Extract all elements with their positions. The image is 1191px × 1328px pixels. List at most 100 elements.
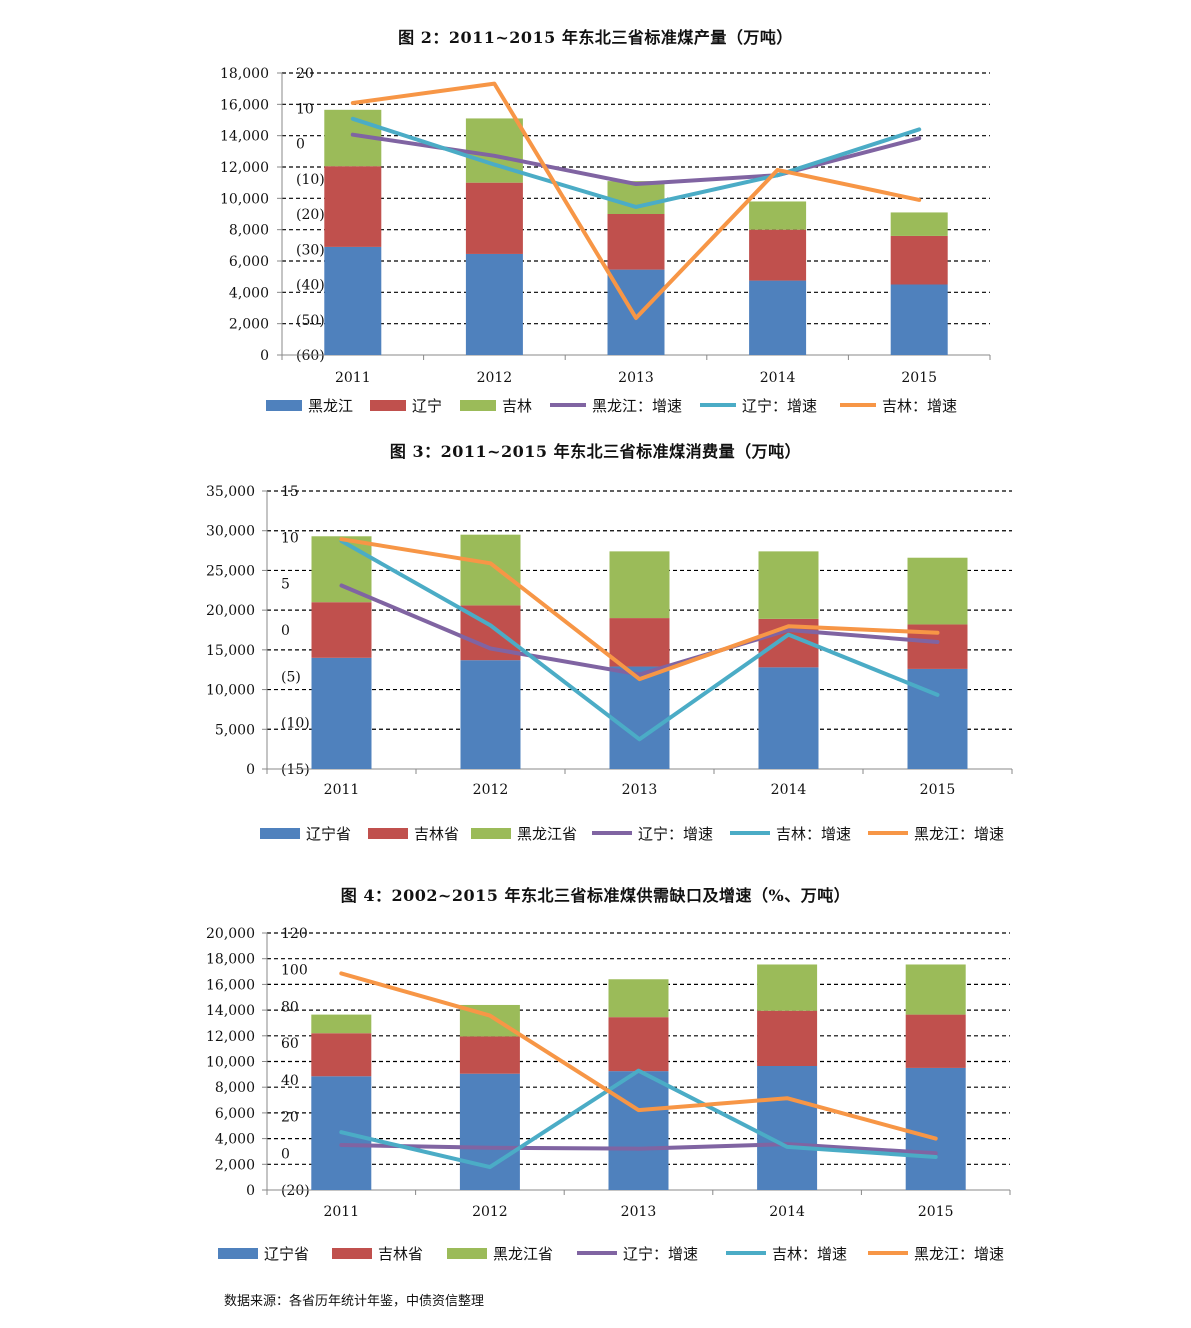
y2-axis-label: (10) <box>281 716 310 732</box>
x-axis-label: 2014 <box>771 782 807 798</box>
y2-axis-label: 10 <box>281 530 299 546</box>
legend-swatch <box>260 828 300 839</box>
x-axis-label: 2014 <box>760 370 796 386</box>
y2-axis-label: 80 <box>281 999 299 1015</box>
bar-segment <box>311 1033 372 1077</box>
y-axis-label: 10,000 <box>220 191 269 207</box>
bar-segment <box>460 660 521 769</box>
legend-item: 辽宁省 <box>260 825 351 843</box>
y-axis-label: 4,000 <box>229 285 269 301</box>
y-axis-label: 35,000 <box>206 484 255 500</box>
bar-segment <box>609 618 670 667</box>
y-axis-label: 25,000 <box>206 563 255 579</box>
y2-axis-label: 40 <box>281 1073 299 1089</box>
series-line <box>339 971 938 1141</box>
chart2-consumption: 0 5,000 10,000 15,000 20,000 25,000 30,000 35,0… <box>206 484 1013 843</box>
legend-item: 黑龙江：增速 <box>550 397 682 415</box>
y2-axis-label: (60) <box>296 348 325 364</box>
legend-item: 黑龙江：增速 <box>868 825 1004 843</box>
bar-segment <box>907 557 968 625</box>
y2-axis-label: (20) <box>281 1183 310 1199</box>
series-line <box>339 583 940 677</box>
y2-axis-label: 120 <box>281 926 308 942</box>
y2-axis-label: 20 <box>281 1110 299 1126</box>
bar-segment <box>749 201 807 230</box>
y-axis-label: 12,000 <box>206 1029 255 1045</box>
y-axis-label: 10,000 <box>206 683 255 699</box>
y2-axis-label: 0 <box>281 623 290 639</box>
y-axis-label: 6,000 <box>215 1106 255 1122</box>
legend-item: 黑龙江省 <box>471 825 577 843</box>
bar-segment <box>607 214 665 270</box>
chart3-title: 图 4：2002~2015 年东北三省标准煤供需缺口及增速（%、万吨） <box>340 886 851 905</box>
legend-item: 黑龙江 <box>266 397 353 415</box>
y-axis-label: 8,000 <box>229 223 269 239</box>
y-axis-label: 18,000 <box>206 952 255 968</box>
bar-segment <box>608 1071 669 1190</box>
legend-swatch <box>218 1248 258 1259</box>
legend-label: 辽宁：增速 <box>742 397 817 415</box>
y-axis-label: 10,000 <box>206 1055 255 1071</box>
legend-label: 黑龙江 <box>308 397 353 415</box>
series-line <box>339 1142 938 1156</box>
bar-segment <box>609 666 670 769</box>
legend-item: 辽宁：增速 <box>577 1245 698 1263</box>
y2-axis-label: 10 <box>296 101 314 117</box>
chart1-title: 图 2：2011~2015 年东北三省标准煤产量（万吨） <box>398 28 793 47</box>
bar-segment <box>311 602 372 658</box>
y-axis-label: 0 <box>260 348 269 364</box>
bar-segment <box>757 1010 818 1066</box>
y-axis-label: 16,000 <box>206 977 255 993</box>
x-axis-label: 2012 <box>472 1204 508 1220</box>
series-line <box>350 116 922 209</box>
y-axis-label: 2,000 <box>229 317 269 333</box>
bar-segment <box>749 229 807 281</box>
y2-axis-label: (10) <box>296 172 325 188</box>
legend-item: 辽宁省 <box>218 1245 309 1263</box>
series-line <box>339 539 940 742</box>
legend-label: 吉林：增速 <box>882 397 957 415</box>
x-axis-label: 2015 <box>901 370 937 386</box>
x-axis-label: 2015 <box>918 1204 954 1220</box>
bar-segment <box>311 1014 372 1034</box>
y2-axis-label: 15 <box>281 484 299 500</box>
bar-segment <box>907 668 968 769</box>
bar-segment <box>890 235 948 285</box>
y2-axis-label: 0 <box>296 137 305 153</box>
y2-axis-label: (30) <box>296 242 325 258</box>
legend-item: 辽宁：增速 <box>592 825 713 843</box>
legend-label: 黑龙江：增速 <box>914 1245 1004 1263</box>
x-axis-label: 2011 <box>335 370 371 386</box>
legend-item: 吉林：增速 <box>730 825 851 843</box>
bar-segment <box>890 212 948 236</box>
series-line <box>350 132 922 186</box>
legend-label: 辽宁：增速 <box>638 825 713 843</box>
legend-label: 吉林：增速 <box>776 825 851 843</box>
chart3-gap: 0 2,000 4,000 6,000 8,000 10,000 12,000 14,000 1… <box>206 926 1011 1263</box>
legend-label: 黑龙江：增速 <box>592 397 682 415</box>
bar-segment <box>311 536 372 603</box>
legend-item: 吉林 <box>460 397 532 415</box>
y2-axis-label: (15) <box>281 762 310 778</box>
bar-segment <box>608 1017 669 1072</box>
x-axis-label: 2013 <box>622 782 658 798</box>
bar-segment <box>758 551 819 619</box>
legend-label: 吉林省 <box>414 825 459 843</box>
y-axis-label: 14,000 <box>220 129 269 145</box>
legend-label: 黑龙江省 <box>517 825 577 843</box>
x-axis-label: 2013 <box>621 1204 657 1220</box>
bar-segment <box>757 1065 818 1190</box>
y-axis-label: 15,000 <box>206 643 255 659</box>
bar-segment <box>465 182 523 254</box>
y2-axis-label: 0 <box>281 1146 290 1162</box>
chart2-title: 图 3：2011~2015 年东北三省标准煤消费量（万吨） <box>389 442 802 461</box>
bar-segment <box>324 166 382 247</box>
legend-item: 黑龙江省 <box>447 1245 553 1263</box>
y2-axis-label: 5 <box>281 577 290 593</box>
legend-item: 吉林：增速 <box>840 397 957 415</box>
bar-segment <box>459 1073 520 1190</box>
x-axis-label: 2015 <box>920 782 956 798</box>
series-line <box>339 1068 938 1170</box>
legend-label: 吉林 <box>502 397 532 415</box>
legend-label: 辽宁省 <box>264 1245 309 1263</box>
